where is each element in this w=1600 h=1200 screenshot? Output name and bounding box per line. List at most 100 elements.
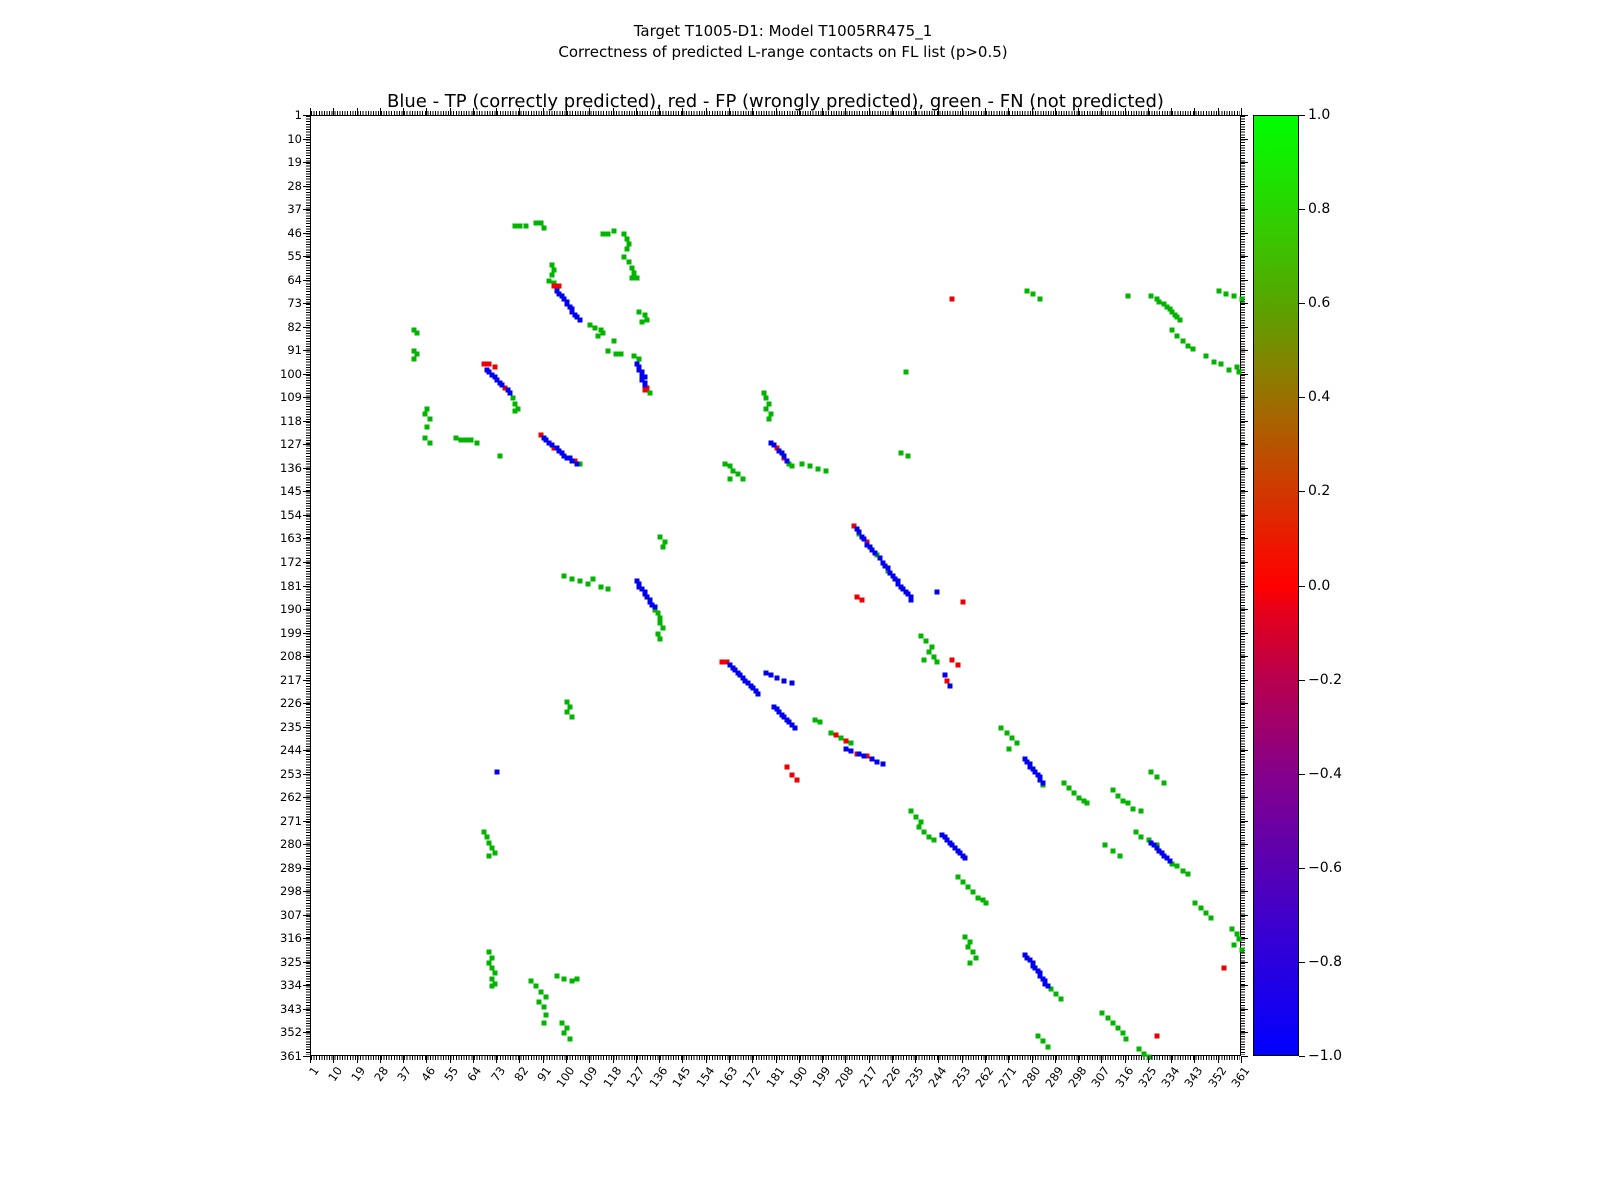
contact-point-fp — [859, 597, 865, 603]
contact-point-fn — [1185, 871, 1191, 877]
contact-point-fn — [1146, 1054, 1152, 1060]
y-tick-label: 172 — [280, 554, 302, 569]
contact-point-tp — [786, 719, 792, 725]
x-major-tick — [705, 1056, 707, 1063]
contact-point-fn — [1125, 293, 1131, 299]
contact-point-tp — [856, 751, 862, 757]
contact-point-tp — [877, 555, 883, 561]
contact-point-tp — [779, 712, 785, 718]
contact-point-fp — [851, 523, 857, 529]
y-major-tick-right — [1241, 138, 1248, 140]
contact-point-tp — [859, 534, 865, 540]
x-major-tick — [1217, 1056, 1219, 1063]
contact-point-fn — [1148, 769, 1154, 775]
contact-point-fp — [949, 296, 955, 302]
y-major-tick — [303, 514, 310, 516]
contact-point-fn — [740, 476, 746, 482]
contact-point-fn — [1117, 853, 1123, 859]
contact-point-tp — [784, 717, 790, 723]
contact-point-tp — [861, 753, 867, 759]
contact-point-fn — [1123, 1036, 1129, 1042]
contact-point-fn — [474, 440, 479, 446]
contact-point-tp — [569, 309, 575, 315]
contact-point-fp — [551, 283, 557, 289]
x-tick-label-text: 253 — [949, 1064, 974, 1091]
x-major-tick-top — [1101, 108, 1103, 115]
contact-point-fn — [657, 534, 663, 540]
contact-point-fn — [577, 578, 583, 584]
x-major-tick — [775, 1056, 777, 1063]
contact-point-fn — [1115, 1025, 1121, 1031]
colorbar-tick-label: −0.4 — [1308, 765, 1342, 782]
y-tick-label: 280 — [280, 837, 302, 852]
contact-point-fn — [564, 699, 570, 704]
contact-point-fp — [774, 445, 779, 451]
y-major-tick — [303, 961, 310, 963]
y-major-tick-right — [1241, 444, 1248, 446]
contact-point-tp — [1151, 842, 1157, 848]
contact-point-fn — [642, 312, 648, 318]
y-major-tick-right — [1241, 326, 1248, 328]
contact-point-tp — [636, 584, 642, 589]
contact-point-fn — [621, 231, 627, 237]
contact-point-tp — [507, 390, 513, 396]
x-major-tick — [822, 1056, 824, 1063]
x-tick-label-text: 172 — [739, 1064, 764, 1091]
contact-point-tp — [1156, 848, 1162, 853]
y-major-tick — [303, 232, 310, 234]
contact-point-fn — [600, 330, 606, 336]
contact-point-tp — [639, 586, 645, 592]
contact-point-fn — [1167, 306, 1173, 312]
contact-point-tp — [748, 683, 754, 689]
contact-point-tp — [1024, 955, 1030, 961]
x-major-tick — [496, 1056, 498, 1063]
contact-point-tp — [792, 725, 798, 731]
contact-point-fn — [768, 411, 774, 417]
contact-point-tp — [642, 380, 648, 386]
x-major-tick — [612, 1056, 614, 1063]
contact-point-fn — [660, 625, 666, 631]
contact-point-tp — [753, 688, 759, 694]
contact-point-fn — [595, 333, 601, 339]
contact-point-tp — [781, 714, 787, 720]
contact-point-fn — [913, 814, 919, 820]
contact-point-fp — [854, 594, 860, 600]
y-major-tick-right — [1241, 726, 1248, 728]
contact-point-tp — [569, 306, 575, 312]
contact-point-fp — [486, 361, 492, 367]
contact-point-fn — [536, 999, 542, 1005]
contact-point-fn — [970, 889, 976, 895]
y-major-tick-right — [1241, 232, 1248, 234]
contact-point-tp — [549, 442, 554, 448]
contact-point-fn — [605, 231, 611, 237]
contact-point-tp — [784, 458, 790, 464]
contact-point-fn — [799, 461, 805, 467]
x-major-tick-top — [1054, 108, 1056, 115]
contact-point-fn — [512, 401, 518, 407]
x-tick-label-text: 19 — [348, 1064, 369, 1085]
x-tick-label-text: 307 — [1088, 1064, 1113, 1091]
x-major-tick — [659, 1056, 661, 1063]
x-major-tick-top — [379, 108, 381, 115]
contact-point-fn — [1236, 936, 1242, 942]
contact-point-fn — [538, 989, 544, 995]
contact-point-tp — [892, 576, 898, 582]
contact-point-tp — [574, 461, 580, 467]
contact-point-tp — [647, 599, 653, 605]
contact-point-tp — [750, 685, 756, 691]
contact-point-tp — [1022, 756, 1028, 762]
contact-point-tp — [1032, 769, 1038, 775]
contact-point-tp — [484, 367, 490, 373]
y-major-tick — [303, 844, 310, 846]
x-major-tick-top — [1078, 108, 1080, 115]
contact-point-fn — [960, 879, 966, 885]
contact-point-fn — [856, 531, 862, 537]
y-tick-label: 298 — [280, 884, 302, 899]
contact-point-fn — [967, 960, 973, 966]
contact-point-fn — [898, 450, 904, 456]
y-major-tick-right — [1241, 985, 1248, 987]
contact-point-tp — [572, 312, 578, 318]
contact-point-fn — [546, 278, 552, 284]
colorbar-tick-label: 1.0 — [1308, 107, 1331, 123]
y-major-tick-right — [1241, 1032, 1248, 1034]
